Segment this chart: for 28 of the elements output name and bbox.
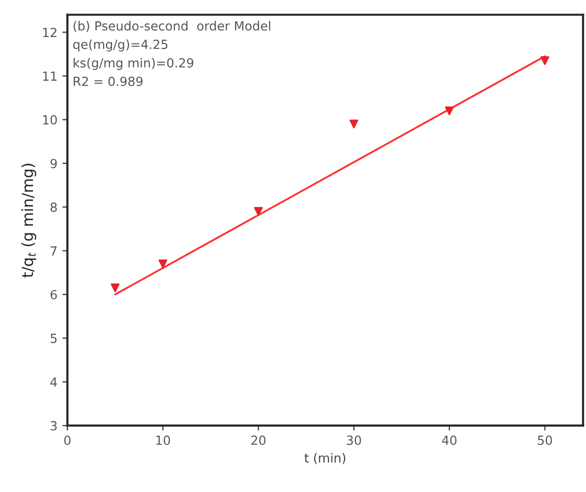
- x-tick-label: 10: [156, 436, 170, 445]
- y-tick-label: 5: [50, 334, 57, 344]
- y-tick-label: 11: [43, 72, 57, 81]
- point: [158, 260, 168, 268]
- point: [445, 106, 454, 116]
- x-tick-label: 50: [538, 436, 552, 445]
- point: [350, 120, 358, 128]
- y-tick-label: 6: [50, 290, 57, 300]
- annotation: (b) Pseudo-second order Model: [74, 20, 270, 32]
- x-tick-label: 20: [251, 436, 266, 445]
- y-tick-label: 9: [50, 158, 57, 168]
- point: [540, 56, 550, 66]
- y-tick-label: 8: [50, 202, 57, 212]
- x-tick-label: 0: [64, 436, 71, 445]
- annotation: qe(mg/g)=4.25: [73, 39, 168, 52]
- point: [110, 284, 120, 292]
- y-tick-label: 10: [43, 115, 57, 125]
- x-axis-title: t (min): [304, 452, 346, 464]
- point: [254, 207, 263, 216]
- x-tick-label: 40: [442, 436, 456, 445]
- y-axis-title: t/q$_{t}$ (g min/mg): [21, 164, 36, 278]
- y-tick-label: 4: [50, 378, 57, 387]
- annotation: R2 = 0.989: [74, 76, 143, 86]
- y-tick-label: 7: [50, 246, 57, 256]
- annotation: ks(g/mg min)=0.29: [74, 58, 194, 70]
- y-tick-label: 3: [50, 421, 57, 431]
- y-tick-label: 12: [43, 28, 56, 37]
- x-tick-label: 30: [346, 436, 361, 445]
